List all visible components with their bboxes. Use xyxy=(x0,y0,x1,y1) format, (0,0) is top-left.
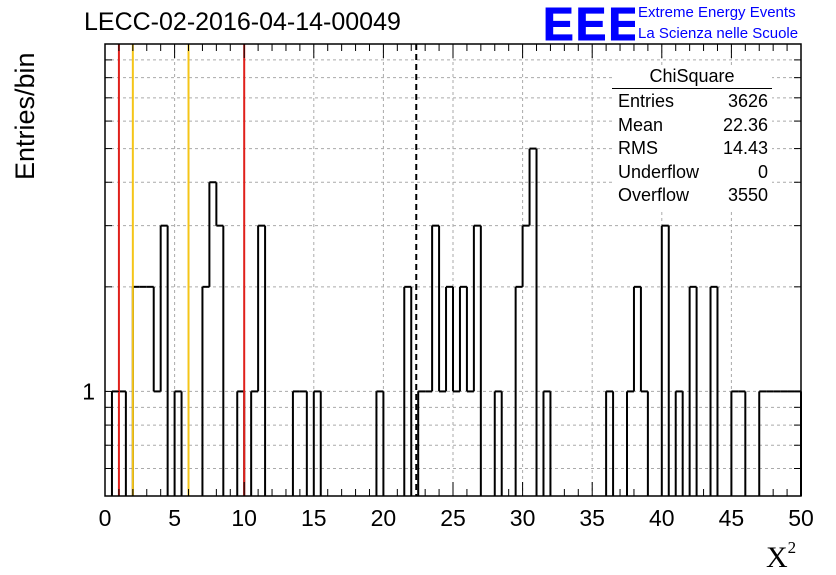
eee-logo-mark: EEE xyxy=(543,0,640,51)
stats-box: ChiSquare Entries 3626 Mean 22.36 RMS 14… xyxy=(612,66,772,209)
stat-value: 22.36 xyxy=(722,114,768,135)
x-tick-label: 0 xyxy=(99,505,112,531)
stat-label: Mean xyxy=(618,114,664,135)
stat-row-overflow: Overflow 3550 xyxy=(612,185,772,209)
x-tick-label: 40 xyxy=(649,505,675,531)
x-axis-label-superscript: 2 xyxy=(787,538,797,557)
stat-row-mean: Mean 22.36 xyxy=(612,115,772,139)
stat-value: 14.43 xyxy=(722,138,768,158)
y-tick-label: 1 xyxy=(82,378,95,404)
x-tick-label: 35 xyxy=(579,505,605,531)
x-tick-label: 30 xyxy=(510,505,536,531)
logo-caption-1: Extreme Energy Events xyxy=(638,4,796,21)
stat-label: RMS xyxy=(618,138,658,158)
stat-label: Overflow xyxy=(618,185,690,205)
x-axis-label: X2 xyxy=(766,538,796,575)
x-tick-label: 10 xyxy=(231,505,257,531)
x-tick-label: 50 xyxy=(788,505,814,531)
x-tick-label: 25 xyxy=(440,505,466,531)
chart-title: LECC-02-2016-04-14-00049 xyxy=(84,8,401,36)
stat-row-rms: RMS 14.43 xyxy=(612,138,772,162)
y-axis-label: Entries/bin xyxy=(10,52,40,180)
eee-logo: EEE xyxy=(543,0,640,53)
stats-title: ChiSquare xyxy=(649,66,735,86)
axis-ticks: 0 5 10 15 20 25 30 35 40 45 50 1 xyxy=(82,44,814,531)
stat-label: Underflow xyxy=(618,161,700,182)
x-axis-label-base: X xyxy=(766,541,788,574)
logo-caption-2: La Scienza nelle Scuole xyxy=(638,25,799,42)
stat-row-entries: Entries 3626 xyxy=(612,91,772,115)
stat-value: 0 xyxy=(757,161,768,182)
x-tick-label: 15 xyxy=(301,505,327,531)
x-tick-label: 45 xyxy=(719,505,745,531)
x-tick-label: 20 xyxy=(371,505,397,531)
stat-row-underflow: Underflow 0 xyxy=(612,162,772,186)
stat-label: Entries xyxy=(618,91,675,111)
eee-logo-text: EEE xyxy=(543,0,635,46)
x-tick-label: 5 xyxy=(168,505,181,531)
stat-value: 3550 xyxy=(727,185,768,205)
stats-divider xyxy=(612,88,772,89)
stat-value: 3626 xyxy=(727,91,768,111)
reference-lines xyxy=(117,44,418,496)
